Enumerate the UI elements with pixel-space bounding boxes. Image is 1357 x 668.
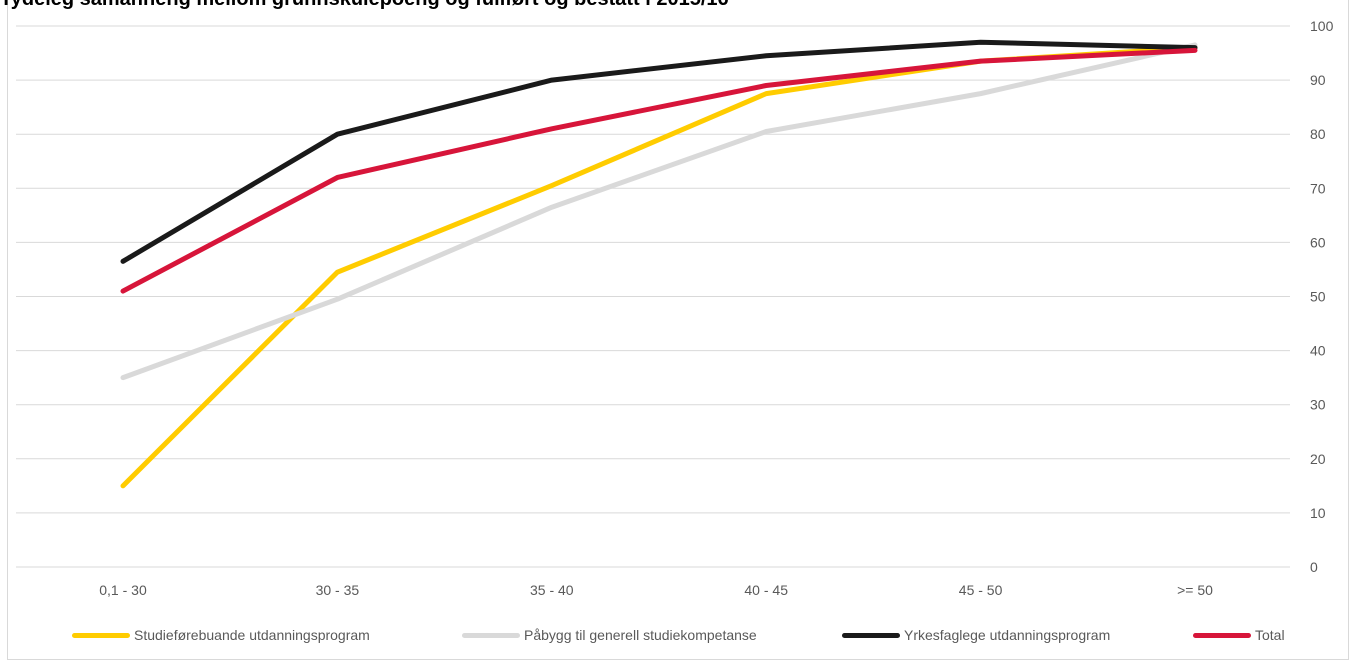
gridlines: [16, 25, 1290, 568]
x-tick-label: 30 - 35: [316, 582, 360, 598]
line-chart: 0 10 20 30 40 50 60 70 80 90 100 0,1 - 30 30 - 35 35…: [16, 18, 1334, 598]
series-line: [120, 47, 1198, 294]
x-tick-label: >= 50: [1177, 582, 1213, 598]
legend-item: Påbygg til generell studiekompetanse: [462, 622, 757, 648]
legend-label: Påbygg til generell studiekompetanse: [524, 627, 757, 643]
y-tick-label: 90: [1310, 72, 1326, 88]
y-tick-label: 10: [1310, 505, 1326, 521]
x-tick-label: 45 - 50: [959, 582, 1003, 598]
legend-item: Total: [1193, 622, 1285, 648]
chart-title: Tydeleg samanheng mellom grunnskulepoeng…: [0, 0, 729, 11]
x-tick-label: 0,1 - 30: [99, 582, 147, 598]
legend-label: Total: [1255, 627, 1285, 643]
legend-swatch: [462, 632, 520, 638]
legend-label: Studieførebuande utdanningsprogram: [134, 627, 370, 643]
x-tick-label: 35 - 40: [530, 582, 574, 598]
y-tick-label: 0: [1310, 559, 1318, 575]
y-tick-label: 100: [1310, 18, 1334, 34]
series-line: [120, 45, 1198, 489]
y-tick-label: 60: [1310, 234, 1326, 250]
legend-swatch: [1193, 632, 1251, 638]
y-tick-label: 70: [1310, 180, 1326, 196]
legend-item: Yrkesfaglege utdanningsprogram: [842, 622, 1110, 648]
legend: Studieførebuande utdanningsprogram Påbygg…: [0, 622, 1357, 648]
legend-item: Studieførebuande utdanningsprogram: [72, 622, 370, 648]
y-axis-ticks: 0 10 20 30 40 50 60 70 80 90 100: [1310, 18, 1334, 575]
chart-frame: [7, 0, 1349, 660]
y-tick-label: 40: [1310, 343, 1326, 359]
y-tick-label: 80: [1310, 126, 1326, 142]
series-line: [120, 39, 1198, 264]
legend-swatch: [72, 632, 130, 638]
series-line: [120, 42, 1198, 381]
x-tick-label: 40 - 45: [744, 582, 788, 598]
y-tick-label: 50: [1310, 289, 1326, 305]
x-axis-ticks: 0,1 - 30 30 - 35 35 - 40 40 - 45 45 - 50 >= 5…: [99, 582, 1213, 598]
y-tick-label: 20: [1310, 451, 1326, 467]
y-tick-label: 30: [1310, 397, 1326, 413]
legend-label: Yrkesfaglege utdanningsprogram: [904, 627, 1111, 643]
legend-swatch: [842, 632, 900, 638]
series-lines: [120, 39, 1198, 489]
